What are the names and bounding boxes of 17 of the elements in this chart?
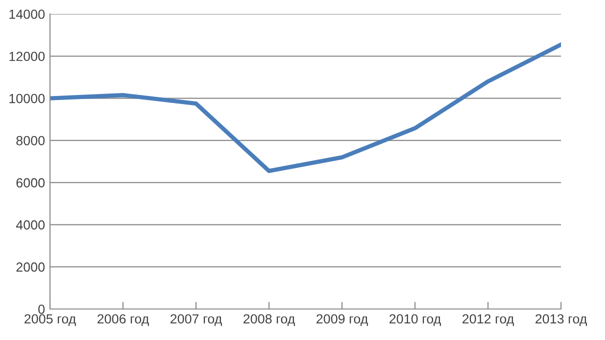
x-tick-label: 2010 год <box>390 314 441 326</box>
x-tick-label: 2005 год <box>24 314 76 326</box>
y-tick-label: 14000 <box>9 10 45 19</box>
y-tick-label: 4000 <box>16 220 45 230</box>
x-tick-label: 2008 год <box>244 314 295 326</box>
x-tick-label: 2009 год <box>316 314 368 326</box>
x-tick-label: 2013 год <box>536 314 587 326</box>
y-tick-label: 8000 <box>16 136 45 146</box>
y-tick-label: 2000 <box>16 262 45 272</box>
x-tick-label: 2007 год <box>170 314 222 326</box>
y-tick-label: 12000 <box>9 52 45 62</box>
x-tick-label: 2006 год <box>98 314 149 326</box>
y-tick-label: 10000 <box>9 94 45 104</box>
line-series <box>50 42 561 174</box>
x-tick-label: 2012 год <box>462 314 514 326</box>
y-tick-label: 6000 <box>16 178 45 188</box>
y-tick-label: 0 <box>38 304 45 314</box>
